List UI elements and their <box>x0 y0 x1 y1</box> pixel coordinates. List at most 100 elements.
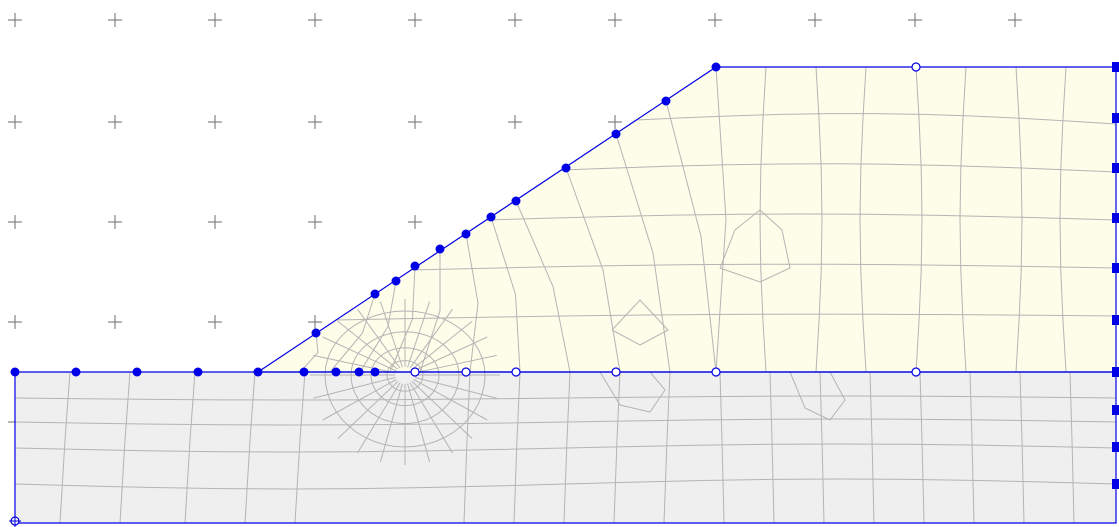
refinement-spoke-upper <box>409 308 453 369</box>
plus-marker-icon <box>308 115 322 129</box>
foundation-vertical-line <box>463 371 471 524</box>
filled-node-icon <box>311 328 321 338</box>
filled-node-icon <box>611 129 621 139</box>
refinement-patch <box>719 209 791 283</box>
foundation-vertical-line <box>244 371 256 524</box>
plus-marker-icon <box>908 13 922 27</box>
plus-marker-icon <box>8 315 22 329</box>
embankment-fan-line <box>329 293 376 373</box>
open-node-icon <box>911 62 921 72</box>
filled-node-icon <box>253 367 263 377</box>
filled-node-icon <box>486 212 496 222</box>
filled-node-icon <box>391 276 401 286</box>
filled-node-icon <box>661 96 671 106</box>
square-node-icon <box>1112 405 1119 415</box>
refinement-spoke-upper <box>337 320 399 370</box>
refinement-spoke-upper <box>322 336 397 372</box>
foundation-vertical-line <box>719 371 725 524</box>
plus-marker-icon <box>208 13 222 27</box>
plus-marker-icon <box>808 13 822 27</box>
embankment-fan-line <box>515 200 571 373</box>
plus-marker-icon <box>308 315 322 329</box>
embankment-fan-line <box>419 249 441 373</box>
plus-marker-icon <box>408 115 422 129</box>
filled-node-icon <box>299 367 309 377</box>
open-node-icon <box>461 367 471 377</box>
refinement-spoke-lower <box>413 379 488 421</box>
foundation-vertical-line <box>1069 371 1075 524</box>
square-node-icon <box>1112 479 1119 489</box>
plus-marker-icon <box>108 13 122 27</box>
embankment-fan-line <box>665 100 717 373</box>
embankment-vertical-line <box>859 66 867 373</box>
filled-node-icon <box>711 62 721 72</box>
open-node-icon <box>511 367 521 377</box>
embankment-vertical-line <box>1015 66 1023 373</box>
foundation-patch <box>599 371 666 413</box>
refinement-spoke-lower <box>414 376 497 399</box>
refinement-spoke-lower <box>411 381 473 440</box>
filled-node-icon <box>71 367 81 377</box>
embankment-vertical-line <box>1059 66 1067 373</box>
foundation-vertical-line <box>769 371 775 524</box>
refinement-spoke-lower <box>379 383 403 463</box>
refinement-spoke-lower <box>357 382 401 454</box>
foundation-vertical-line <box>184 371 196 524</box>
plus-marker-icon <box>608 13 622 27</box>
foundation-vertical-line <box>59 371 71 524</box>
refinement-spoke-upper <box>411 320 473 370</box>
plus-marker-icon <box>508 115 522 129</box>
plus-marker-icon <box>1008 13 1022 27</box>
filled-node-icon <box>354 367 364 377</box>
filled-node-icon <box>193 367 203 377</box>
foundation-layer-line <box>14 395 1117 401</box>
embankment-layer-line <box>411 263 1117 271</box>
square-node-icon <box>1112 442 1119 452</box>
embankment-fan-line <box>299 332 319 373</box>
foundation-vertical-line <box>513 371 521 524</box>
square-node-icon <box>1112 113 1119 123</box>
refinement-spoke-upper <box>357 308 401 369</box>
boundary-nodes <box>9 62 1119 527</box>
foundation-patch <box>789 371 846 421</box>
embankment-fan-line <box>490 216 521 373</box>
refinement-spoke-lower <box>313 376 396 399</box>
square-node-icon <box>1112 213 1119 223</box>
plus-marker-icon <box>108 315 122 329</box>
refinement-spoke-lower <box>407 383 431 463</box>
filled-node-icon <box>511 196 521 206</box>
refinement-spoke-upper <box>313 354 396 374</box>
refinement-spoke-lower <box>409 382 453 454</box>
embankment-fan-line <box>389 265 416 373</box>
embankment-fan-line <box>465 233 479 373</box>
embankment-vertical-line <box>759 66 767 373</box>
embankment-vertical-line <box>959 66 967 373</box>
plus-marker-icon <box>208 315 222 329</box>
filled-node-icon <box>561 163 571 173</box>
filled-node-icon <box>410 261 420 271</box>
plus-marker-icon <box>308 13 322 27</box>
foundation-vertical-line <box>819 371 825 524</box>
square-node-icon <box>1112 263 1119 273</box>
foundation-vertical-line <box>969 371 975 524</box>
filled-node-icon <box>461 229 471 239</box>
square-node-icon <box>1112 315 1119 325</box>
plus-marker-icon <box>8 215 22 229</box>
foundation-vertical-line <box>1019 371 1025 524</box>
embankment-fan-line <box>359 280 397 373</box>
plus-marker-icon <box>608 115 622 129</box>
mesh-lines <box>14 66 1117 524</box>
corner-crosshair-icon <box>9 515 21 527</box>
foundation-boundary <box>14 371 1117 524</box>
embankment-layer-line <box>636 113 1117 125</box>
filled-node-icon <box>435 244 445 254</box>
foundation-vertical-line <box>563 371 571 524</box>
refinement-spoke-upper <box>407 301 431 368</box>
square-node-icon <box>1112 367 1119 377</box>
plus-marker-icon <box>308 215 322 229</box>
refinement-spoke-lower <box>337 381 399 440</box>
refinement-patch <box>611 299 669 346</box>
foundation-vertical-line <box>119 371 131 524</box>
square-node-icon <box>1112 163 1119 173</box>
